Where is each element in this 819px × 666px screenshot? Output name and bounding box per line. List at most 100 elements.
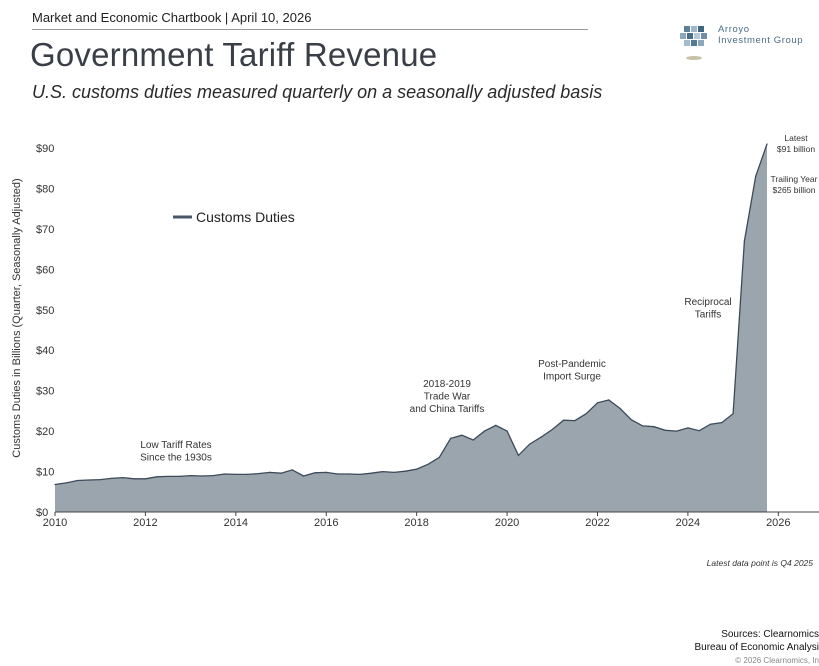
data-point <box>619 407 621 410</box>
annotation-trailing: Trailing Year <box>771 174 818 184</box>
chartbook-header: Market and Economic Chartbook | April 10… <box>32 10 312 25</box>
data-point <box>246 473 248 475</box>
data-point <box>99 479 101 481</box>
y-tick-label: $70 <box>36 224 54 236</box>
annotation-low-tariff: Since the 1930s <box>140 453 212 464</box>
data-point <box>687 427 689 429</box>
x-tick-label: 2010 <box>43 517 67 529</box>
data-point <box>709 423 712 425</box>
data-point <box>743 240 746 242</box>
data-point <box>178 475 180 477</box>
data-point <box>65 482 67 484</box>
data-point <box>54 483 56 486</box>
data-point <box>359 473 361 475</box>
y-axis-title: Customs Duties in Billions (Quarter, Sea… <box>11 178 23 457</box>
data-point <box>190 475 192 477</box>
annotation-trade-war: Trade War <box>424 392 471 403</box>
data-point <box>156 476 158 478</box>
data-point <box>472 439 474 441</box>
area-layer <box>54 143 768 512</box>
data-point <box>77 479 79 482</box>
data-point <box>235 473 237 475</box>
annotation-trailing: $265 billion <box>772 185 815 195</box>
data-point <box>144 478 146 480</box>
data-point <box>664 429 666 431</box>
data-point <box>167 475 169 477</box>
data-point <box>427 463 429 465</box>
annotation-latest: $91 billion <box>777 144 816 154</box>
annotation-low-tariff: Low Tariff Rates <box>140 440 211 451</box>
data-point <box>325 471 327 473</box>
y-tick-label: $30 <box>36 386 54 398</box>
sources-line-1: Sources: Clearnomics <box>721 629 819 640</box>
annotation-reciprocal: Reciprocal <box>684 297 731 308</box>
data-point <box>314 472 316 474</box>
sources: Sources: Clearnomics Bureau of Economic … <box>599 628 819 654</box>
legend-label: Customs Duties <box>196 209 295 225</box>
annotation-reciprocal: Tariffs <box>695 310 722 321</box>
logo-name: Arroyo <box>718 24 750 35</box>
data-point <box>676 430 678 432</box>
data-point <box>483 430 486 432</box>
data-point <box>122 477 124 479</box>
data-point <box>280 472 282 474</box>
x-tick-label: 2020 <box>495 517 519 529</box>
data-point <box>642 425 644 427</box>
data-point <box>382 471 384 473</box>
page-subtitle: U.S. customs duties measured quarterly o… <box>32 82 603 102</box>
data-point <box>223 473 226 475</box>
x-tick-label: 2012 <box>133 517 157 529</box>
data-note: Latest data point is Q4 2025 <box>706 558 813 568</box>
annotation-latest: Latest <box>784 133 808 143</box>
annotation-post-pandemic: Post-Pandemic <box>538 359 606 370</box>
y-tick-label: $60 <box>36 264 54 276</box>
data-point <box>450 437 452 439</box>
data-point <box>393 471 395 473</box>
x-tick-label: 2014 <box>224 517 248 529</box>
data-point <box>540 436 542 438</box>
customs-duties-area <box>55 144 767 512</box>
annotation-trade-war: and China Tariffs <box>410 404 485 415</box>
annotation-post-pandemic: Import Surge <box>543 372 601 383</box>
data-point <box>336 473 339 475</box>
data-point <box>551 428 553 431</box>
data-point <box>596 402 599 404</box>
y-tick-label: $80 <box>36 183 54 195</box>
company-logo: Arroyo Investment Group <box>678 22 818 66</box>
logo-icon <box>680 26 707 60</box>
y-tick-label: $50 <box>36 305 54 317</box>
data-point <box>766 143 768 145</box>
y-tick-label: $20 <box>36 426 54 438</box>
annotation-trade-war: 2018-2019 <box>423 379 471 390</box>
x-tick-label: 2024 <box>676 517 700 529</box>
y-tick-label: $90 <box>36 143 54 155</box>
data-point <box>88 479 90 481</box>
logo-tagline: Investment Group <box>718 35 804 46</box>
data-point <box>201 475 203 477</box>
data-point <box>585 413 587 415</box>
y-tick-label: $40 <box>36 345 54 357</box>
x-tick-label: 2016 <box>314 517 338 529</box>
data-point <box>416 468 418 470</box>
data-point <box>506 430 508 432</box>
tariff-revenue-chart: $0 $10 $20 $30 $40 $50 $60 $70 $80 $90 2010 2012 201… <box>11 133 819 529</box>
data-point <box>653 426 655 428</box>
axis-layer: $0 $10 $20 $30 $40 $50 $60 $70 $80 $90 2010 2012 201… <box>11 143 819 529</box>
y-tick-label: $10 <box>36 467 54 479</box>
data-point <box>608 399 610 401</box>
header-divider <box>32 29 588 30</box>
data-point <box>698 430 700 432</box>
data-point <box>755 175 757 177</box>
data-point <box>495 424 497 426</box>
data-point <box>110 477 113 479</box>
data-point <box>574 420 576 422</box>
sources-line-2: Bureau of Economic Analysi <box>694 642 819 653</box>
y-tick-label: $0 <box>36 507 48 519</box>
x-tick-label: 2026 <box>766 517 790 529</box>
data-point <box>529 443 531 445</box>
data-point <box>517 454 520 456</box>
data-point <box>257 473 259 475</box>
data-point <box>212 475 214 477</box>
data-point <box>438 456 440 458</box>
data-point <box>291 469 293 471</box>
